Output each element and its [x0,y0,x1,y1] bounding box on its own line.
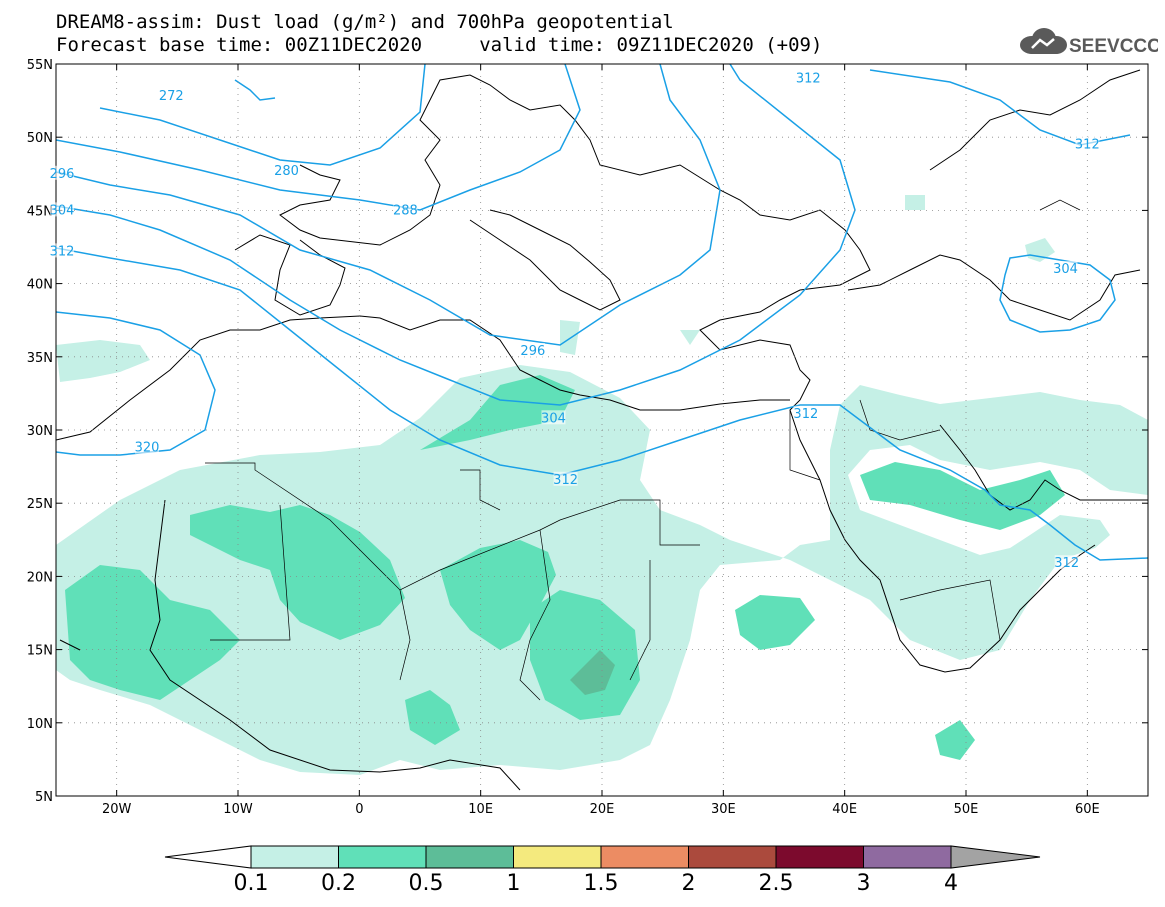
axis-ticks: 20W 10W 0 10E 20E 30E 40E 50E 60E 55N 50N 45N 40N 35N… [27,58,1148,817]
lon-tick-label: 20W [102,802,132,817]
dust-field-medium [65,565,240,700]
colorbar-bin [425,845,514,869]
colorbar: 0.1 0.2 0.5 1 1.5 2 2.5 3 4 [164,845,1041,896]
colorbar-label: 0.1 [234,871,269,896]
contour-label-bg [135,439,159,454]
colorbar-bin [600,845,689,869]
colorbar-bin [250,845,339,869]
colorbar-label: 3 [857,871,871,896]
colorbar-label: 1.5 [584,871,619,896]
graticule [56,64,1148,796]
contour-label-bg [50,243,75,258]
contour-label-bg [541,410,566,425]
contour-label: 288 [393,203,418,218]
lat-tick-label: 5N [35,790,53,805]
dust-field-medium [860,462,1065,530]
dust-field-medium [735,595,815,650]
lat-tick-label: 50N [27,131,53,146]
contour-label: 280 [274,164,299,179]
map-subtitle: Forecast base time: 00Z11DEC2020 valid t… [56,34,823,56]
colorbar-bin [688,845,777,869]
contour-label: 312 [1054,556,1079,571]
coastlines [56,69,1148,791]
colorbar-label: 2 [682,871,696,896]
contour-label: 304 [541,411,566,426]
colorbar-label: 0.5 [409,871,444,896]
seevccc-logo: SEEVCCC [1020,28,1158,57]
contour-label-bg [50,202,75,217]
lat-tick-label: 10N [27,717,53,732]
lat-tick-label: 55N [27,58,53,73]
contour-label-bg [1075,136,1100,151]
lat-tick-label: 35N [27,351,53,366]
contour-label-bg [793,405,818,420]
country-borders [205,199,1081,701]
logo-text: SEEVCCC [1069,36,1158,57]
dust-field-light [905,195,925,210]
dust-field-medium [530,590,640,720]
contour-label-bg [393,202,418,217]
lat-tick-label: 25N [27,497,53,512]
dust-field-light [56,340,150,382]
dust-field-light [680,330,700,345]
colorbar-label: 0.2 [321,871,356,896]
colorbar-upper-arrow [950,845,1041,869]
contour-label-bg [274,162,299,177]
cloud-icon [1020,28,1067,54]
contour-label: 312 [796,72,821,87]
lat-tick-label: 20N [27,570,53,585]
dust-field-medium [935,720,975,760]
contour-label-bg [553,471,578,486]
contour-label: 312 [553,473,578,488]
colorbar-label: 2.5 [759,871,794,896]
dust-field-medium [405,690,460,745]
map-title: DREAM8-assim: Dust load (g/m²) and 700hP… [56,11,674,33]
dust-field-medium [420,375,575,450]
colorbar-bin [775,845,864,869]
colorbar-bin [338,845,427,869]
dust-field-medium [190,505,405,640]
dust-field-light [56,365,1148,775]
contour-label: 320 [135,441,160,456]
contour-label: 312 [793,407,818,422]
contour-label-bg [796,70,821,85]
contour-labels: 272 280 288 296 304 312 320 296 304 312 312 312 312 3… [50,70,1100,571]
lon-tick-label: 50E [954,802,979,817]
lat-tick-label: 45N [27,204,53,219]
contour-label: 304 [50,203,75,218]
contour-label-bg [1054,555,1079,570]
lon-tick-label: 40E [832,802,857,817]
contour-label-bg [159,88,184,103]
lon-tick-label: 10W [223,802,253,817]
lon-tick-label: 60E [1075,802,1100,817]
colorbar-bin [513,845,602,869]
contour-label-bg [50,165,75,180]
contour-label: 312 [50,244,75,259]
colorbar-label: 1 [507,871,521,896]
colorbar-label: 4 [944,871,958,896]
lon-tick-label: 0 [355,802,363,817]
dust-shading [56,195,1148,775]
colorbar-lower-arrow [164,845,252,869]
contour-label: 272 [159,89,184,104]
contour-label: 296 [520,344,545,359]
contour-label-bg [520,342,545,357]
dust-field-dark [570,650,615,695]
contour-label: 296 [50,167,75,182]
dust-field-medium [440,540,556,650]
contour-label: 304 [1053,262,1078,277]
lon-tick-label: 10E [468,802,493,817]
lat-tick-label: 15N [27,644,53,659]
contour-label: 312 [1075,138,1100,153]
lon-tick-label: 20E [590,802,615,817]
colorbar-bin [863,845,952,869]
lat-tick-label: 30N [27,424,53,439]
contour-label-bg [1053,260,1078,275]
lon-tick-label: 30E [711,802,736,817]
lat-tick-label: 40N [27,278,53,293]
